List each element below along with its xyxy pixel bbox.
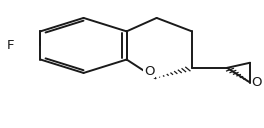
Text: O: O [144, 65, 154, 78]
Text: F: F [7, 39, 14, 52]
Text: O: O [251, 76, 262, 89]
